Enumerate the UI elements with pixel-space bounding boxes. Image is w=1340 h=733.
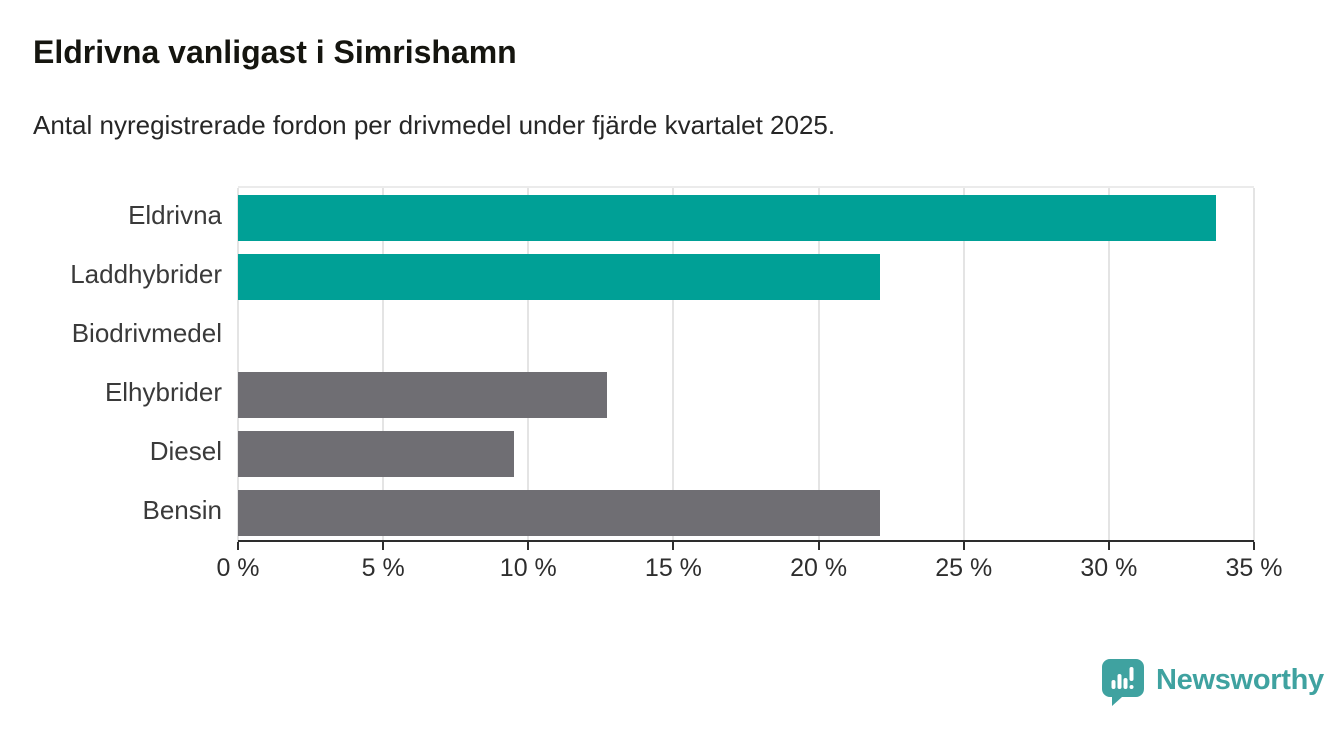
gridline-15 <box>672 188 675 542</box>
x-tick-10 <box>527 542 530 550</box>
x-tick-label-35: 35 % <box>1225 554 1283 582</box>
x-tick-30 <box>1107 542 1110 550</box>
x-tick-label-25: 25 % <box>935 554 993 582</box>
newsworthy-logo-text: Newsworthy <box>1156 664 1324 696</box>
category-label-diesel: Diesel <box>149 436 222 466</box>
category-label-elhybrider: Elhybrider <box>104 377 222 407</box>
category-label-bensin: Bensin <box>142 495 223 525</box>
plot-area <box>237 186 1255 542</box>
category-label-eldrivna: Eldrivna <box>128 200 222 230</box>
x-tick-15 <box>672 542 675 550</box>
x-axis-line <box>238 540 1254 542</box>
bar-bensin <box>238 489 880 536</box>
x-tick-0 <box>237 542 239 550</box>
gridline-5 <box>382 188 385 542</box>
x-tick-25 <box>962 542 965 550</box>
x-tick-20 <box>817 542 820 550</box>
x-tick-label-10: 10 % <box>499 554 557 582</box>
bar-row-bensin <box>238 483 1254 542</box>
bar-eldrivna <box>238 194 1217 241</box>
x-tick-5 <box>382 542 385 550</box>
gridline-10 <box>527 188 530 542</box>
bar-laddhybrider <box>238 253 880 300</box>
x-tick-label-5: 5 % <box>361 554 405 582</box>
gridline-20 <box>817 188 820 542</box>
x-tick-label-20: 20 % <box>790 554 848 582</box>
bar-row-laddhybrider <box>238 247 1254 306</box>
gridline-0 <box>237 188 239 542</box>
category-axis-labels: Eldrivna Laddhybrider Biodrivmedel Elhybrid… <box>0 186 222 540</box>
x-tick-label-0: 0 % <box>216 554 260 582</box>
x-tick-35 <box>1253 542 1255 550</box>
chart-subtitle: Antal nyregistrerade fordon per drivmede… <box>33 110 836 140</box>
category-label-laddhybrider: Laddhybrider <box>70 259 222 289</box>
bar-row-eldrivna <box>238 188 1254 247</box>
bar-row-biodrivmedel <box>238 306 1254 365</box>
category-label-biodrivmedel: Biodrivmedel <box>71 318 222 348</box>
gridline-25 <box>962 188 965 542</box>
newsworthy-logo: Newsworthy <box>1101 658 1324 706</box>
newsworthy-logo-icon <box>1102 659 1144 706</box>
bar-series <box>238 188 1254 542</box>
bar-elhybrider <box>238 371 607 418</box>
x-tick-label-15: 15 % <box>644 554 702 582</box>
gridline-30 <box>1107 188 1110 542</box>
gridline-35 <box>1253 188 1255 542</box>
bar-row-diesel <box>238 424 1254 483</box>
bar-diesel <box>238 430 514 477</box>
bar-row-elhybrider <box>238 365 1254 424</box>
x-tick-label-30: 30 % <box>1080 554 1138 582</box>
chart-title: Eldrivna vanligast i Simrishamn <box>33 34 517 70</box>
